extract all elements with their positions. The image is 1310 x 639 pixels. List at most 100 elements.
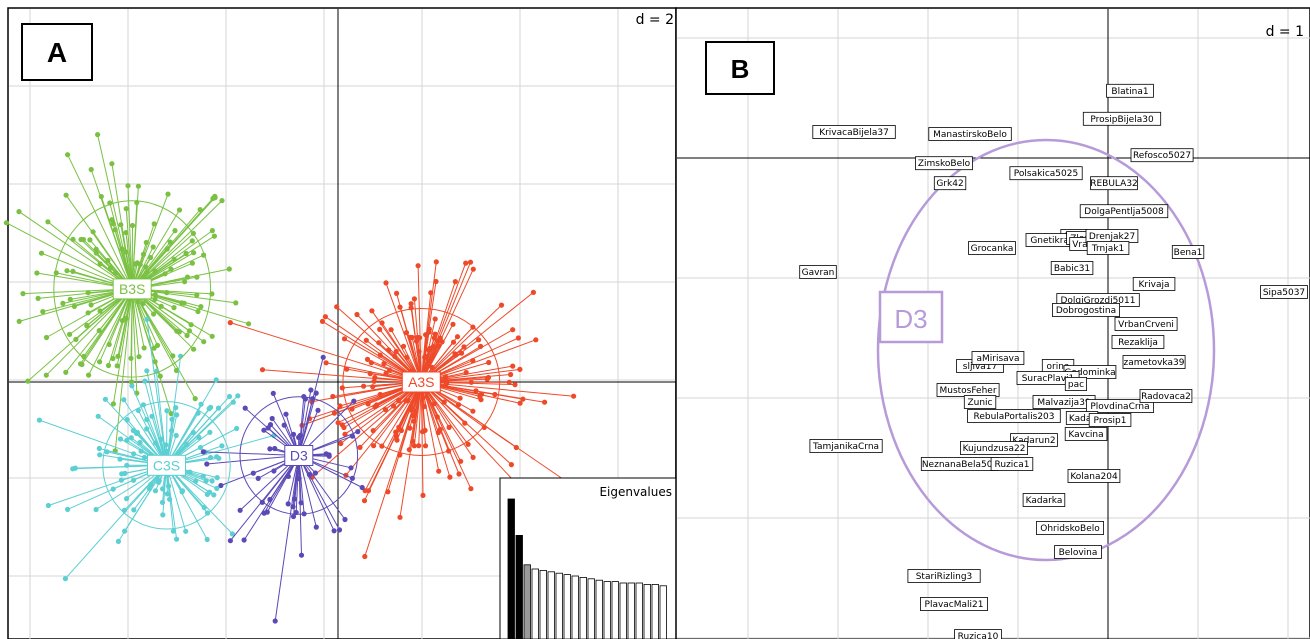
data-point — [510, 327, 516, 333]
data-point — [315, 407, 321, 413]
data-point — [226, 393, 233, 400]
data-point — [43, 334, 50, 341]
data-point — [95, 413, 101, 419]
data-point — [188, 322, 194, 328]
data-point — [165, 191, 171, 197]
variety-label-text: Refosco5027 — [1133, 151, 1191, 161]
data-point — [122, 470, 128, 476]
eigenvalue-bar — [651, 584, 659, 639]
variety-label-text: ManastirskoBelo — [933, 130, 1007, 140]
data-point — [365, 488, 372, 494]
data-point — [481, 424, 487, 430]
ray — [418, 381, 422, 446]
data-point — [132, 261, 138, 267]
ray — [131, 385, 167, 466]
variety-label-box — [1009, 166, 1083, 181]
data-point — [174, 412, 180, 418]
variety-label-text: Blatina1 — [1111, 87, 1148, 97]
data-point — [322, 314, 328, 320]
data-point — [476, 337, 482, 343]
variety-label-box — [1082, 111, 1162, 126]
ray — [166, 464, 233, 535]
data-point — [207, 429, 213, 435]
data-point — [144, 316, 150, 322]
data-point — [65, 506, 71, 512]
data-point — [508, 371, 514, 378]
variety-label-box — [915, 156, 973, 171]
ray — [230, 322, 422, 383]
eigenvalues-title: Eigenvalues — [599, 485, 672, 499]
variety-label-box — [967, 409, 1061, 423]
data-point — [201, 504, 207, 511]
data-point — [184, 332, 190, 339]
data-point — [115, 353, 121, 359]
variety-label-box — [990, 457, 1034, 471]
variety-label-text: Kadarun2 — [1012, 436, 1055, 446]
data-point — [218, 482, 224, 489]
ray — [421, 381, 571, 485]
ray — [67, 154, 133, 290]
variety-label-box — [963, 395, 997, 409]
data-point — [255, 475, 261, 481]
data-point — [60, 300, 66, 306]
data-point — [517, 366, 523, 372]
variety-label: MustosFeher — [936, 383, 1000, 397]
data-point — [3, 220, 9, 226]
variety-label-box — [954, 629, 1002, 639]
data-point — [308, 387, 314, 393]
ray — [298, 389, 312, 456]
data-point — [319, 318, 326, 324]
variety-label: VrbanCrveni — [1114, 317, 1178, 331]
data-point — [388, 327, 394, 333]
variety-label-box — [1114, 317, 1178, 331]
data-point — [348, 465, 354, 471]
data-point — [485, 374, 491, 381]
data-point — [168, 411, 174, 417]
ray — [45, 288, 133, 376]
ray — [18, 211, 133, 290]
data-point — [227, 320, 233, 326]
variety-label-box — [1067, 469, 1121, 483]
data-point — [93, 506, 99, 513]
variety-label-text: OhridskoBelo — [1040, 524, 1100, 534]
variety-label-text: Kadar — [1069, 414, 1095, 424]
data-point — [283, 411, 289, 417]
data-point — [233, 300, 239, 306]
variety-label-text: Polsakica5025 — [1014, 169, 1078, 179]
eigenvalue-bar — [555, 572, 563, 639]
data-point — [512, 382, 518, 388]
data-point — [470, 358, 476, 364]
variety-label: Ruzica1 — [990, 457, 1034, 471]
data-point — [357, 444, 363, 450]
variety-label-text: Grocanka — [971, 244, 1014, 254]
group-label: C3S — [153, 457, 180, 473]
ray — [420, 381, 474, 458]
data-point — [270, 390, 276, 396]
data-point — [271, 468, 277, 474]
data-point — [374, 402, 380, 408]
data-point — [246, 321, 252, 327]
data-point — [150, 244, 156, 250]
ray — [131, 193, 169, 290]
data-point — [169, 416, 175, 422]
group-label: D3 — [290, 448, 308, 464]
data-point — [444, 380, 450, 386]
data-point — [463, 260, 469, 266]
eigenvalue-bar — [515, 535, 523, 639]
data-point — [171, 305, 177, 311]
data-point — [250, 470, 256, 476]
variety-label-text: Belovina — [1059, 548, 1098, 558]
variety-label: TamjanikaCrna — [809, 439, 883, 453]
data-point — [422, 443, 429, 449]
data-point — [421, 403, 427, 410]
variety-label-box — [920, 597, 989, 611]
data-point — [204, 461, 210, 467]
data-point — [456, 471, 462, 477]
data-point — [382, 407, 388, 413]
variety-label-box — [1036, 521, 1105, 535]
data-point — [312, 470, 318, 476]
data-point — [84, 322, 90, 328]
variety-label: Gavran — [799, 265, 837, 279]
data-point — [338, 440, 344, 447]
data-point — [371, 378, 377, 384]
